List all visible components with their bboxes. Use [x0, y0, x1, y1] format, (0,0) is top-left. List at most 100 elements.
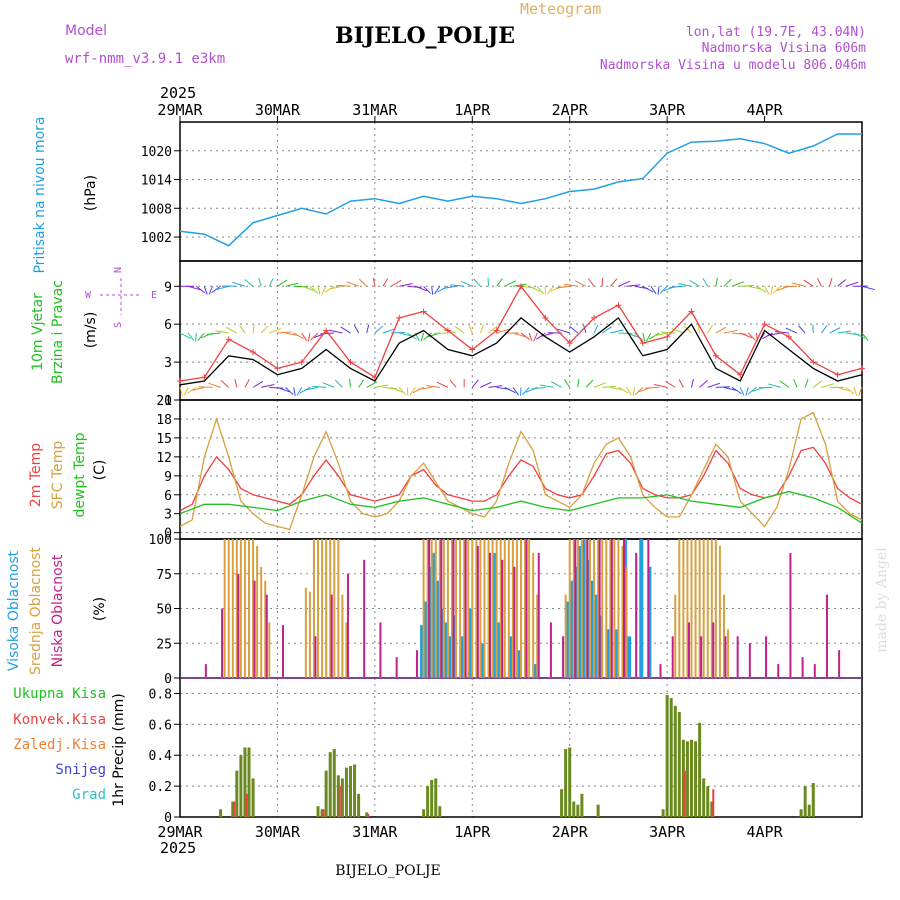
wind-barb [528, 332, 533, 342]
precip-bar [332, 749, 336, 817]
wind-gust-marker [859, 365, 865, 372]
wind-gust-marker [420, 308, 427, 315]
cloud-bar [337, 539, 340, 678]
wind-barb [479, 324, 484, 334]
wind-barb [723, 329, 738, 334]
cloud-bar [517, 650, 522, 678]
wind-barb [309, 285, 319, 294]
cloud-bar [777, 664, 780, 678]
wind-barb [715, 326, 727, 334]
cloud-bar [428, 539, 431, 678]
wind-barb [335, 379, 343, 388]
cloud-bar [687, 622, 690, 678]
wind-barb [366, 381, 378, 388]
wind-barb [312, 385, 327, 388]
wind-barb [678, 379, 684, 388]
wind-barb [665, 380, 676, 388]
cloud-bar [528, 539, 531, 678]
wind-barb [258, 277, 262, 287]
wind-barb [382, 278, 389, 287]
precip-bar [245, 793, 248, 817]
cloud-bar [589, 539, 592, 678]
wind-barb [678, 283, 692, 287]
cloud-bar [363, 559, 366, 678]
wind-barb [837, 386, 851, 392]
legend-konvek-kisa: Konvek.Kisa [13, 712, 106, 728]
wind-barb [837, 330, 852, 334]
wind-barb [821, 383, 835, 388]
cloud-bar [489, 552, 492, 678]
wind-ylabel-1: 10m Vjetar [30, 293, 46, 371]
cloud-bar [597, 539, 600, 678]
cloud-bar [237, 573, 240, 678]
panel-1: 1002 1008 1014 1020 [141, 121, 863, 262]
wind-barb [471, 379, 479, 388]
wind-barb [277, 331, 292, 334]
ytick-label: 3 [164, 356, 172, 371]
compass-rose: N W E S [85, 267, 157, 328]
cloud-bar [813, 664, 816, 678]
wind-barb [528, 285, 541, 292]
wind-barb [426, 385, 440, 388]
ytick-label: 6 [164, 489, 172, 504]
cloud-bar [497, 622, 502, 678]
wind-gust-marker [274, 365, 281, 372]
wind-barb [382, 328, 396, 334]
time-tick-top: 1APR [454, 101, 491, 119]
wind-barb [659, 285, 668, 294]
cloud-bar [221, 608, 224, 678]
wind-gust-marker [201, 374, 208, 381]
model-label: Model [65, 23, 107, 39]
cloud-bar [536, 594, 539, 678]
cloud-bar [736, 636, 739, 678]
wind-barb [329, 329, 343, 334]
cloud-bar [420, 625, 425, 678]
wind-barb [642, 332, 646, 342]
precip-bar [710, 801, 714, 817]
wind-barb [449, 379, 457, 388]
wind-barb [261, 384, 275, 388]
cloud-bar [468, 608, 473, 678]
panel-frame [179, 260, 863, 401]
wind-barb [285, 282, 299, 287]
cloud-bar [627, 636, 632, 678]
cloud-bar [801, 657, 804, 678]
temp-unit: (C) [92, 460, 108, 481]
wind-barb [861, 332, 869, 341]
wind-barb [531, 386, 546, 390]
cloud-bar [426, 539, 429, 678]
wind-barb [480, 381, 492, 388]
wind-barb [285, 387, 294, 395]
wind-barb [575, 280, 587, 287]
precip-bar [349, 766, 352, 817]
precip-bar [694, 741, 698, 817]
wind-barb [269, 386, 284, 389]
cloud-bar [471, 539, 474, 678]
wind-barb [798, 325, 806, 334]
wind-barb [550, 381, 562, 388]
ytick-label: 75 [156, 568, 172, 583]
precip-bar [251, 778, 255, 817]
cloud-bar [333, 539, 336, 678]
temp-ylabel-3: dewpt Temp [72, 432, 88, 517]
cloud-bar [605, 539, 608, 678]
precip-bar [316, 806, 320, 817]
wind-barb [409, 387, 416, 396]
time-tick-bottom: 2APR [552, 823, 589, 841]
cloud-bar [533, 664, 538, 678]
cloud-ylabel-3: Niska Oblacnost [50, 554, 66, 667]
cloud-bar [789, 552, 792, 678]
cloud-bar [698, 539, 701, 678]
panel-frame [179, 677, 863, 818]
cloud-bar [647, 566, 652, 678]
cloud-bar [227, 539, 230, 678]
wind-barb [793, 379, 798, 388]
cloud-bar [483, 539, 486, 678]
wind-barb [504, 386, 516, 394]
ytick-label: 0.8 [149, 687, 172, 702]
wind-barb [512, 332, 526, 338]
lonlat-label: lon,lat (19.7E, 43.04N) [686, 25, 866, 40]
wind-barb [374, 325, 384, 334]
wind-gust-marker [566, 340, 573, 347]
time-tick-bottom: 31MAR [352, 823, 398, 841]
